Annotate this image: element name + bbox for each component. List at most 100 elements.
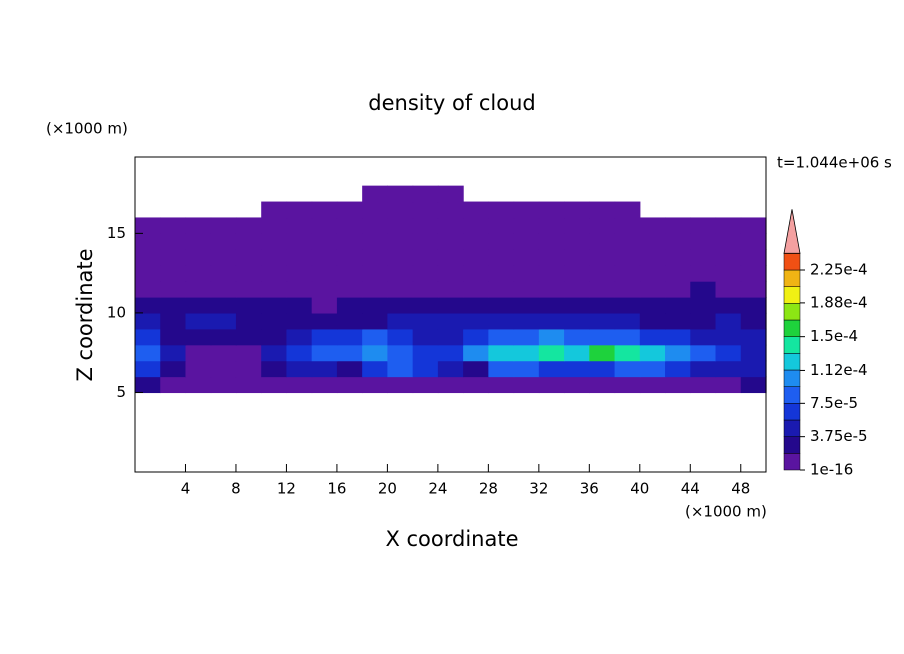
contour-cell: [690, 265, 717, 282]
contour-cell: [488, 201, 515, 219]
contour-cell: [261, 312, 288, 330]
contour-cell: [690, 233, 717, 250]
contour-cell: [387, 360, 414, 378]
contour-cell: [538, 360, 565, 378]
x-tick-label: 8: [231, 480, 241, 498]
contour-cell: [639, 344, 666, 362]
y-axis-title: Z coordinate: [73, 248, 97, 381]
contour-cell: [286, 201, 313, 219]
colorbar-segment: [783, 253, 801, 271]
contour-cell: [387, 297, 414, 314]
contour-cell: [336, 265, 363, 282]
contour-cell: [210, 328, 237, 346]
contour-cell: [387, 185, 414, 203]
contour-cell: [160, 328, 187, 346]
contour-cell: [412, 344, 439, 362]
y-tick-label: 15: [107, 224, 126, 242]
contour-cell: [740, 312, 767, 330]
contour-cell: [463, 265, 489, 282]
contour-cell: [639, 217, 666, 234]
contour-cell: [412, 201, 439, 219]
contour-cell: [715, 312, 742, 330]
colorbar-segment: [783, 286, 801, 304]
contour-cell: [235, 376, 262, 394]
contour-cell: [160, 312, 187, 330]
contour-cell: [210, 249, 237, 266]
contour-cell: [665, 360, 691, 378]
contour-cell: [261, 249, 288, 266]
contour-cell: [336, 217, 363, 234]
contour-cell: [639, 249, 666, 266]
contour-cell: [160, 344, 187, 362]
contour-cell: [362, 233, 388, 250]
contour-cell: [740, 328, 767, 346]
colorbar-tick-label: 1.88e-4: [810, 293, 868, 311]
contour-cell: [261, 376, 288, 394]
contour-cell: [614, 281, 641, 298]
contour-cell: [589, 344, 616, 362]
contour-cell: [362, 297, 388, 314]
contour-cell: [362, 249, 388, 266]
contour-cell: [715, 344, 742, 362]
contour-cell: [614, 201, 641, 219]
contour-cell: [235, 281, 262, 298]
contour-cell: [513, 297, 540, 314]
contour-cell: [437, 376, 464, 394]
colorbar-segment: [783, 369, 801, 387]
contour-cell: [463, 344, 489, 362]
contour-cell: [589, 217, 616, 234]
contour-cell: [185, 376, 212, 394]
contour-cell: [740, 233, 767, 250]
plot-frame: [134, 156, 767, 473]
contour-cell: [639, 376, 666, 394]
contour-cell: [639, 360, 666, 378]
contour-cell: [362, 344, 388, 362]
contour-cell: [286, 281, 313, 298]
contour-cell: [740, 249, 767, 266]
contour-cell: [362, 281, 388, 298]
contour-cell: [513, 233, 540, 250]
x-tick-label: 16: [327, 480, 346, 498]
x-tick-label: 4: [181, 480, 191, 498]
contour-cell: [362, 376, 388, 394]
contour-cell: [135, 376, 161, 394]
contour-cell: [564, 249, 590, 266]
contour-cell: [210, 265, 237, 282]
contour-cell: [387, 344, 414, 362]
contour-cell: [311, 281, 338, 298]
contour-cell: [135, 360, 161, 378]
contour-cell: [286, 328, 313, 346]
contour-cell: [185, 281, 212, 298]
x-tick-label: 44: [681, 480, 700, 498]
contour-cell: [412, 376, 439, 394]
contour-cell: [463, 233, 489, 250]
contour-cell: [387, 201, 414, 219]
contour-cell: [513, 376, 540, 394]
contour-cell: [538, 344, 565, 362]
contour-cell: [463, 281, 489, 298]
contour-cell: [715, 297, 742, 314]
contour-cell: [589, 312, 616, 330]
contour-cell: [488, 281, 515, 298]
contour-cell: [639, 312, 666, 330]
contour-cell: [488, 312, 515, 330]
contour-cell: [488, 265, 515, 282]
contour-cell: [614, 360, 641, 378]
contour-cell: [589, 201, 616, 219]
contour-cell: [336, 201, 363, 219]
contour-cell: [665, 297, 691, 314]
contour-cell: [387, 376, 414, 394]
contour-cell: [286, 217, 313, 234]
contour-cell: [614, 217, 641, 234]
contour-cell: [564, 328, 590, 346]
contour-cell: [513, 265, 540, 282]
contour-cell: [286, 233, 313, 250]
contour-cell: [311, 376, 338, 394]
contour-cell: [412, 297, 439, 314]
colorbar-tick-label: 7.5e-5: [810, 394, 858, 412]
contour-cell: [336, 297, 363, 314]
contour-cell: [210, 312, 237, 330]
contour-cell: [235, 360, 262, 378]
